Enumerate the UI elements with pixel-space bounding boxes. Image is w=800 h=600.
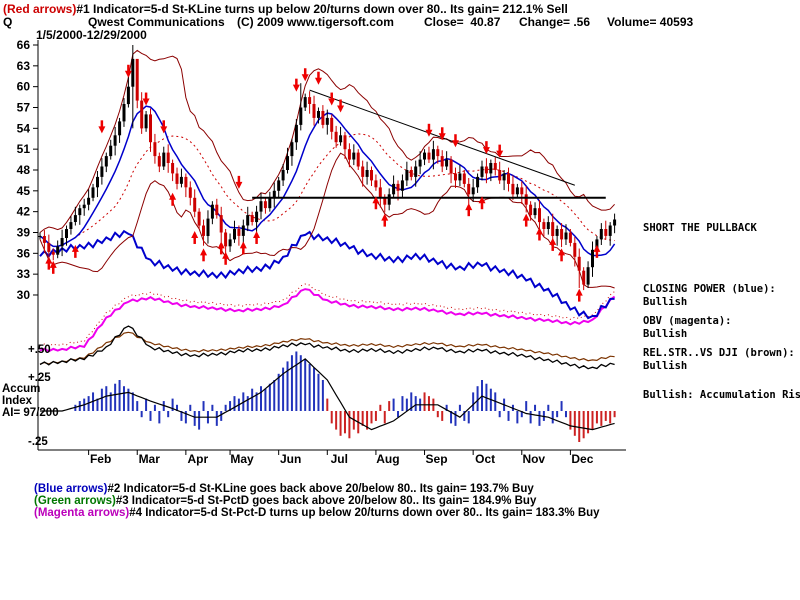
y-axis-tick-label: 63 — [17, 59, 31, 73]
bands-group — [39, 49, 616, 289]
y-axis-tick-label: 57 — [17, 100, 31, 114]
month-label: Mar — [139, 452, 161, 466]
obv-magenta-line — [39, 288, 616, 353]
y-axis-tick-label: 39 — [17, 225, 31, 239]
y-axis-tick-label: 48 — [17, 163, 31, 177]
y-axis-tick-label: 45 — [17, 184, 31, 198]
ind-group — [39, 229, 616, 370]
month-label: Oct — [475, 452, 495, 466]
y-axis-tick-label: 42 — [17, 205, 31, 219]
upper-band-line — [39, 49, 615, 233]
month-label: Nov — [522, 452, 545, 466]
relative-strength-brown-line — [39, 331, 615, 365]
arrows-group — [45, 64, 601, 302]
axis-group: 66 63 60 57 54 51 48 45 42 39 36 33 30 Feb Mar Apr May Ju… — [17, 38, 626, 466]
dotted-red-sma-line — [39, 133, 615, 247]
closing-power-blue-line — [39, 229, 615, 320]
y-axis-tick-label: 66 — [17, 38, 31, 52]
dotted-red-ma-line — [39, 283, 615, 347]
month-label: Aug — [376, 452, 399, 466]
accum-signal-line — [40, 358, 615, 431]
month-label: Dec — [571, 452, 593, 466]
month-label: Feb — [90, 452, 111, 466]
y-axis-tick-label: 33 — [17, 267, 31, 281]
month-label: Jun — [280, 452, 301, 466]
candles-group — [38, 45, 617, 291]
y-axis-tick-label: 54 — [17, 121, 31, 135]
obv-black-line — [39, 325, 615, 370]
month-label: May — [230, 452, 254, 466]
month-label: Sep — [426, 452, 448, 466]
y-axis-tick-label: 51 — [17, 142, 31, 156]
month-label: Jul — [331, 452, 348, 466]
y-axis-tick-label: 30 — [17, 288, 31, 302]
y-axis-tick-label: 36 — [17, 246, 31, 260]
lower-band-line — [39, 152, 615, 289]
hist-group — [40, 351, 616, 442]
month-label: Apr — [188, 452, 209, 466]
y-axis-tick-label: 60 — [17, 80, 31, 94]
